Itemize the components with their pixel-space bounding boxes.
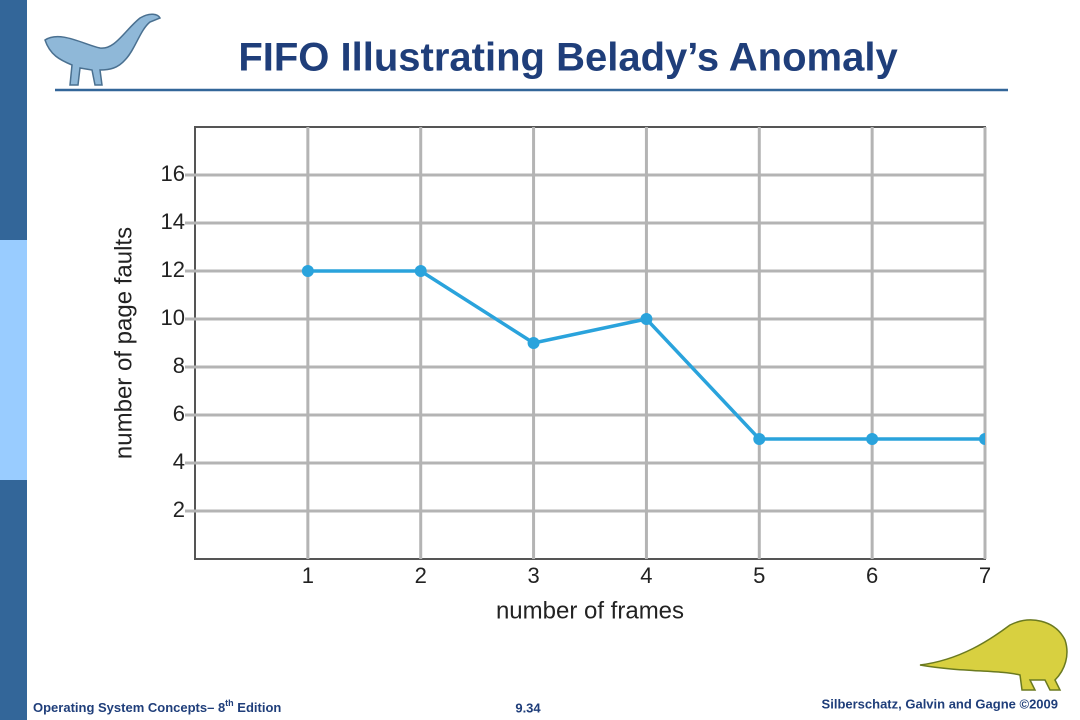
y-tick-label: 16 [161, 161, 185, 186]
series [301, 265, 985, 445]
footer-left: Operating System Concepts– 8th Edition [33, 698, 281, 715]
y-tick-label: 4 [173, 449, 185, 474]
y-tick-label: 2 [173, 497, 185, 522]
data-point [866, 433, 879, 445]
y-tick-label: 8 [173, 353, 185, 378]
x-tick-label: 7 [979, 563, 991, 588]
x-tick-label: 5 [753, 563, 765, 588]
data-point [979, 433, 985, 445]
data-point [753, 433, 766, 445]
y-tick-label: 6 [173, 401, 185, 426]
plot-area [194, 126, 986, 560]
footer-left-end: Edition [234, 700, 282, 715]
x-tick-label: 1 [302, 563, 314, 588]
data-point [301, 265, 314, 277]
sidebar-bottom [0, 480, 27, 720]
dinosaur-bottom [919, 619, 1068, 691]
y-tick-label: 14 [161, 209, 185, 234]
x-tick-label: 4 [640, 563, 652, 588]
data-point [527, 337, 540, 349]
x-tick-label: 2 [415, 563, 427, 588]
footer-left-text: Operating System Concepts– 8 [33, 700, 225, 715]
footer-left-sup: th [225, 698, 234, 708]
sidebar-top [0, 0, 27, 240]
x-tick-label: 6 [866, 563, 878, 588]
footer-center: 9.34 [515, 700, 541, 715]
y-tick-label: 12 [161, 257, 185, 282]
y-axis-label: number of page faults [110, 227, 137, 459]
y-tick-label: 10 [161, 305, 185, 330]
footer-right: Silberschatz, Galvin and Gagne ©2009 [822, 696, 1058, 711]
x-tick-label: 3 [527, 563, 539, 588]
x-axis-label: number of frames [496, 597, 684, 624]
sidebar-middle [0, 240, 27, 480]
grid [185, 127, 987, 559]
dinosaur-top [44, 13, 162, 86]
data-point [414, 265, 427, 277]
title: FIFO Illustrating Belady’s Anomaly [238, 36, 898, 80]
data-point [640, 313, 653, 325]
